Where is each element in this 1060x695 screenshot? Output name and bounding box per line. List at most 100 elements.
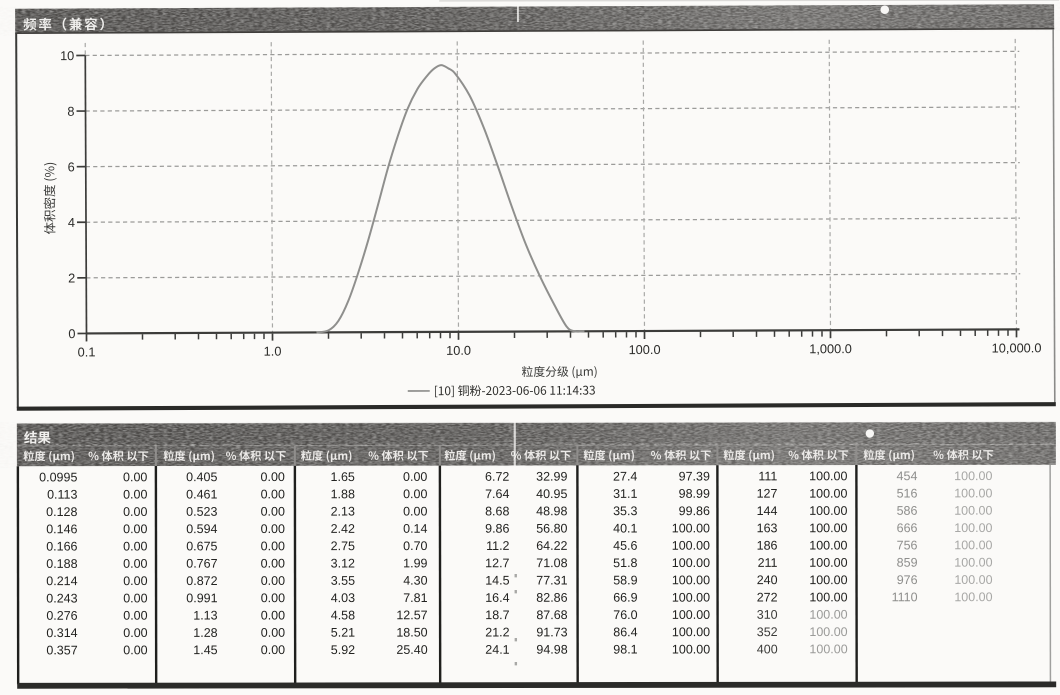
svg-text:0.276: 0.276 — [46, 609, 77, 623]
svg-text:0.146: 0.146 — [46, 522, 77, 536]
svg-text:586: 586 — [897, 504, 918, 518]
svg-text:7.81: 7.81 — [403, 591, 427, 605]
svg-text:4.58: 4.58 — [331, 608, 355, 622]
svg-text:99.86: 99.86 — [679, 504, 710, 518]
svg-text:100.00: 100.00 — [672, 625, 710, 639]
svg-text:0.00: 0.00 — [403, 470, 427, 484]
svg-text:76.0: 76.0 — [613, 608, 637, 622]
svg-text:976: 976 — [897, 573, 918, 587]
svg-text:3.12: 3.12 — [331, 556, 355, 570]
svg-text:0.00: 0.00 — [123, 522, 147, 536]
svg-text:0.00: 0.00 — [123, 557, 147, 571]
svg-text:100.00: 100.00 — [672, 521, 710, 535]
svg-text:51.8: 51.8 — [613, 556, 637, 570]
svg-text:0: 0 — [68, 326, 75, 341]
svg-text:87.68: 87.68 — [536, 608, 567, 622]
svg-text:32.99: 32.99 — [536, 470, 567, 484]
svg-text:0.00: 0.00 — [261, 487, 285, 501]
svg-text:100.00: 100.00 — [809, 538, 847, 552]
svg-text:98.1: 98.1 — [613, 643, 637, 657]
svg-text:454: 454 — [897, 469, 918, 483]
svg-text:6.72: 6.72 — [485, 470, 509, 484]
svg-text:186: 186 — [757, 539, 778, 553]
svg-text:0.00: 0.00 — [261, 574, 285, 588]
svg-text:0.00: 0.00 — [261, 591, 285, 605]
svg-text:0.00: 0.00 — [261, 505, 285, 519]
svg-text:94.98: 94.98 — [536, 643, 567, 657]
svg-text:14.5: 14.5 — [485, 574, 509, 588]
svg-text:86.4: 86.4 — [613, 625, 637, 639]
svg-text:859: 859 — [897, 556, 918, 570]
svg-text:56.80: 56.80 — [536, 522, 567, 536]
svg-text:1.13: 1.13 — [193, 609, 217, 623]
svg-text:100.00: 100.00 — [809, 521, 847, 535]
svg-text:0.188: 0.188 — [46, 557, 77, 571]
svg-text:0.314: 0.314 — [46, 626, 77, 640]
svg-text:48.98: 48.98 — [536, 504, 567, 518]
svg-text:25.40: 25.40 — [396, 643, 427, 657]
svg-text:0.00: 0.00 — [123, 609, 147, 623]
svg-text:100.0: 100.0 — [629, 342, 661, 357]
svg-text:0.00: 0.00 — [123, 539, 147, 553]
svg-text:4.03: 4.03 — [331, 591, 355, 605]
svg-text:100.00: 100.00 — [809, 642, 847, 656]
svg-text:0.00: 0.00 — [403, 487, 427, 501]
svg-text:100.00: 100.00 — [954, 556, 992, 570]
svg-text:1.65: 1.65 — [331, 470, 355, 484]
svg-text:756: 756 — [897, 538, 918, 552]
svg-text:100.00: 100.00 — [809, 556, 847, 570]
svg-text:16.4: 16.4 — [485, 591, 509, 605]
svg-text:82.86: 82.86 — [536, 591, 567, 605]
svg-text:100.00: 100.00 — [954, 521, 992, 535]
svg-text:0.128: 0.128 — [46, 505, 77, 519]
svg-text:0.70: 0.70 — [403, 539, 427, 553]
svg-text:10.0: 10.0 — [446, 343, 471, 358]
svg-text:71.08: 71.08 — [536, 556, 567, 570]
svg-text:11.2: 11.2 — [486, 539, 509, 553]
svg-text:144: 144 — [757, 504, 778, 518]
svg-text:12.57: 12.57 — [396, 608, 427, 622]
svg-text:100.00: 100.00 — [809, 625, 847, 639]
svg-text:5.21: 5.21 — [331, 626, 355, 640]
svg-text:1.99: 1.99 — [403, 556, 427, 570]
svg-text:1.0: 1.0 — [264, 344, 282, 359]
svg-text:6: 6 — [68, 159, 75, 174]
svg-text:4.30: 4.30 — [403, 574, 427, 588]
svg-text:10,000.0: 10,000.0 — [992, 340, 1042, 355]
svg-text:91.73: 91.73 — [536, 625, 567, 639]
svg-text:31.1: 31.1 — [613, 487, 637, 501]
svg-text:100.00: 100.00 — [954, 538, 992, 552]
svg-text:111: 111 — [758, 469, 777, 483]
svg-text:24.1: 24.1 — [485, 643, 509, 657]
svg-text:40.1: 40.1 — [613, 521, 637, 535]
svg-text:0.991: 0.991 — [186, 591, 217, 605]
svg-text:100.00: 100.00 — [672, 556, 710, 570]
svg-text:310: 310 — [757, 608, 778, 622]
svg-text:100.00: 100.00 — [954, 469, 992, 483]
svg-text:352: 352 — [757, 625, 778, 639]
svg-text:0.00: 0.00 — [123, 626, 147, 640]
svg-text:0.0995: 0.0995 — [39, 470, 77, 484]
svg-text:0.214: 0.214 — [46, 574, 77, 588]
svg-text:127: 127 — [757, 487, 778, 501]
svg-text:0.00: 0.00 — [123, 574, 147, 588]
svg-text:240: 240 — [757, 573, 778, 587]
svg-text:27.4: 27.4 — [613, 470, 637, 484]
svg-text:163: 163 — [757, 521, 778, 535]
svg-text:0.523: 0.523 — [186, 505, 217, 519]
svg-text:18.50: 18.50 — [396, 626, 427, 640]
svg-text:2: 2 — [68, 270, 75, 285]
svg-text:0.00: 0.00 — [123, 505, 147, 519]
svg-text:97.39: 97.39 — [679, 469, 710, 483]
svg-text:0.594: 0.594 — [186, 522, 217, 536]
svg-text:64.22: 64.22 — [536, 539, 567, 553]
svg-text:0.00: 0.00 — [261, 470, 285, 484]
svg-text:100.00: 100.00 — [954, 573, 992, 587]
svg-text:100.00: 100.00 — [672, 573, 710, 587]
svg-text:8.68: 8.68 — [485, 504, 509, 518]
svg-text:1110: 1110 — [892, 590, 918, 604]
svg-text:1.88: 1.88 — [331, 487, 355, 501]
svg-text:1.45: 1.45 — [193, 643, 217, 657]
svg-text:0.00: 0.00 — [123, 643, 147, 657]
svg-text:272: 272 — [757, 590, 778, 604]
